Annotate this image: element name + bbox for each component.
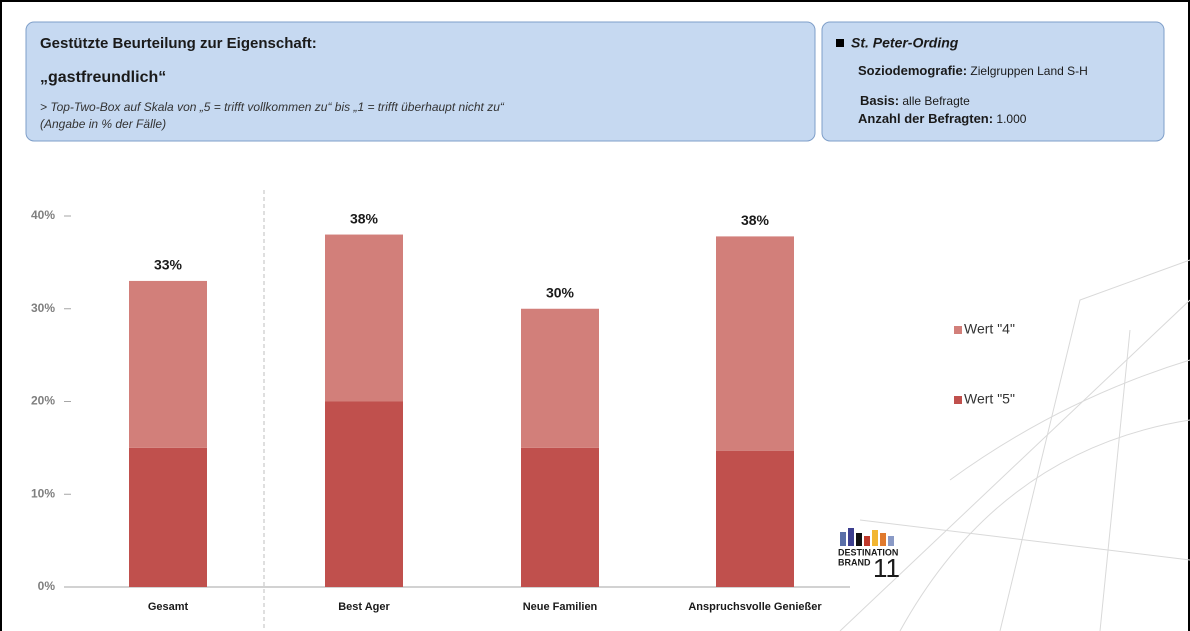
info-value: alle Befragte bbox=[902, 94, 970, 108]
map-decoration bbox=[839, 259, 1190, 631]
bar-segment bbox=[129, 280, 207, 448]
x-tick-label: Neue Familien bbox=[523, 601, 598, 613]
logo-text: DESTINATION bbox=[838, 547, 898, 557]
bar-segment bbox=[716, 450, 794, 587]
y-tick-label: 0% bbox=[38, 579, 56, 593]
attribute: „gastfreundlich“ bbox=[40, 69, 166, 86]
info-item: Anzahl der Befragten: 1.000 bbox=[858, 111, 1027, 126]
unit-note: (Angabe in % der Fälle) bbox=[40, 117, 166, 131]
info-value: 1.000 bbox=[996, 112, 1026, 126]
x-tick-label: Best Ager bbox=[338, 601, 390, 613]
logo-bar bbox=[848, 528, 854, 546]
legend-swatch bbox=[954, 396, 962, 404]
bar-segment bbox=[325, 234, 403, 402]
logo: DESTINATION BRAND 11 bbox=[838, 528, 900, 583]
bar-segment bbox=[521, 447, 599, 587]
bar-segment bbox=[521, 308, 599, 448]
total-label: 38% bbox=[741, 212, 770, 228]
logo-bar bbox=[888, 536, 894, 546]
bar-segment bbox=[325, 401, 403, 587]
legend-label: Wert "4" bbox=[964, 321, 1015, 337]
header-box bbox=[25, 21, 816, 142]
info-value: Zielgruppen Land S-H bbox=[970, 64, 1087, 78]
legend-swatch bbox=[954, 326, 962, 334]
y-tick-label: 20% bbox=[31, 394, 55, 408]
place: St. Peter-Ording bbox=[851, 35, 959, 51]
title: Gestützte Beurteilung zur Eigenschaft: bbox=[40, 35, 317, 52]
logo-text: BRAND bbox=[838, 557, 871, 567]
total-label: 38% bbox=[350, 210, 379, 226]
y-tick-label: 10% bbox=[31, 486, 55, 500]
info-item: Soziodemografie: Zielgruppen Land S-H bbox=[858, 63, 1088, 78]
scale-note: > Top-Two-Box auf Skala von „5 = trifft … bbox=[40, 100, 505, 114]
y-tick-label: 40% bbox=[31, 208, 55, 222]
info-item: Basis: alle Befragte bbox=[860, 93, 970, 108]
logo-number: 11 bbox=[873, 553, 900, 583]
y-tick-label: 30% bbox=[31, 301, 55, 315]
bar-segment bbox=[716, 236, 794, 451]
total-label: 30% bbox=[546, 284, 575, 300]
info-label: Soziodemografie: bbox=[858, 63, 967, 78]
x-tick-label: Anspruchsvolle Genießer bbox=[688, 601, 822, 613]
info-label: Anzahl der Befragten: bbox=[858, 111, 993, 126]
logo-bar bbox=[864, 536, 870, 546]
bar-segment bbox=[129, 447, 207, 587]
logo-bar bbox=[840, 532, 846, 546]
logo-bar bbox=[872, 530, 878, 546]
bullet bbox=[836, 39, 844, 47]
info-label: Basis: bbox=[860, 93, 899, 108]
x-tick-label: Gesamt bbox=[148, 601, 189, 613]
total-label: 33% bbox=[154, 257, 183, 273]
legend-label: Wert "5" bbox=[964, 391, 1015, 407]
info-box bbox=[821, 21, 1165, 142]
logo-bar bbox=[856, 533, 862, 546]
logo-bar bbox=[880, 533, 886, 546]
